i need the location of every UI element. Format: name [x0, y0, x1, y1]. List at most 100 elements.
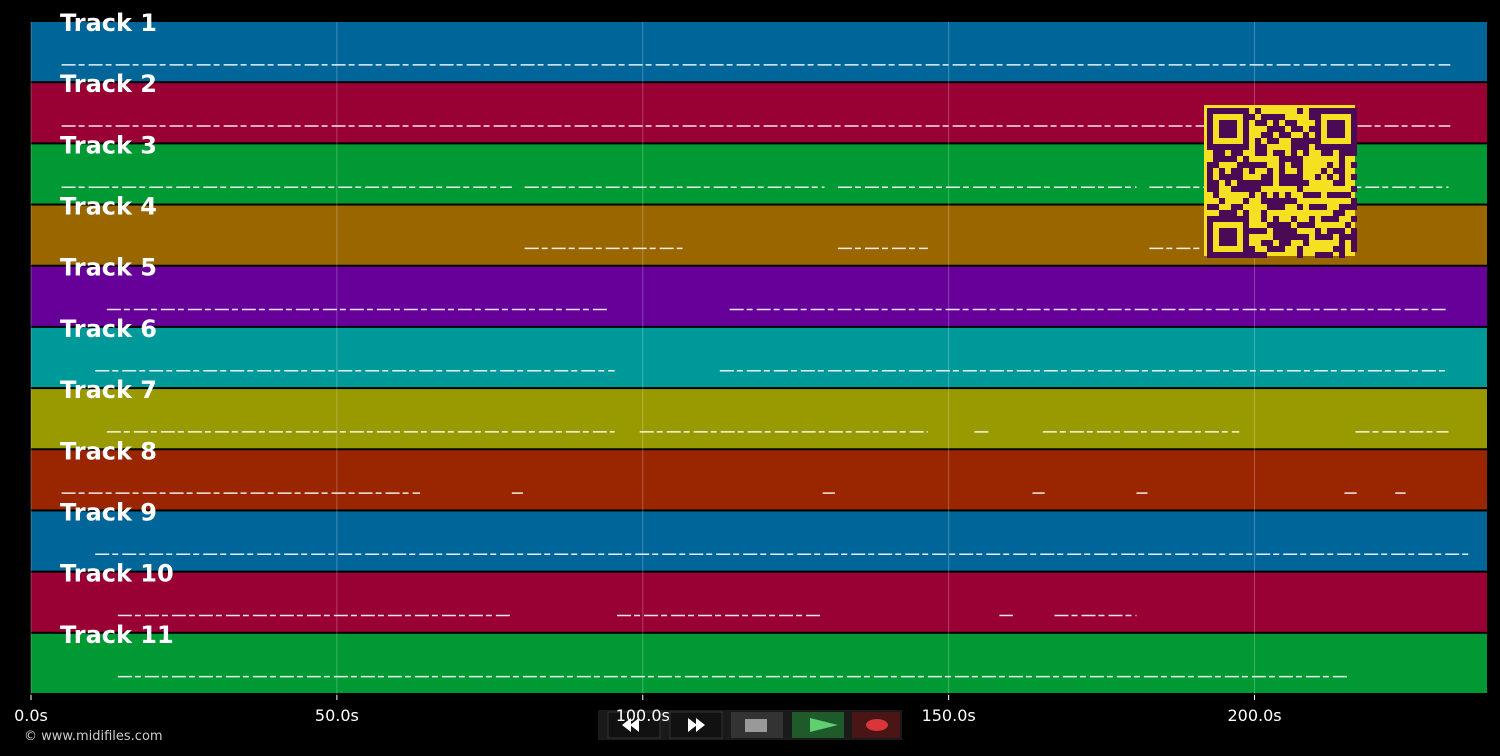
qr-cell	[1351, 162, 1357, 168]
qr-cell	[1261, 144, 1267, 150]
qr-cell	[1237, 204, 1243, 210]
qr-cell	[1345, 150, 1351, 156]
qr-cell	[1327, 150, 1333, 156]
qr-cell	[1249, 114, 1255, 120]
qr-cell	[1267, 204, 1273, 210]
qr-cell	[1297, 108, 1303, 114]
rewind-button[interactable]	[607, 711, 661, 739]
qr-cell	[1291, 198, 1297, 204]
qr-cell	[1225, 216, 1231, 222]
qr-cell	[1219, 120, 1225, 126]
qr-cell	[1207, 180, 1213, 186]
qr-cell	[1339, 252, 1345, 258]
qr-cell	[1279, 180, 1285, 186]
track-band	[31, 511, 1487, 571]
qr-cell	[1225, 132, 1231, 138]
qr-cell	[1351, 204, 1357, 210]
qr-cell	[1333, 246, 1339, 252]
qr-cell	[1225, 108, 1231, 114]
qr-cell	[1297, 144, 1303, 150]
qr-cell	[1351, 186, 1357, 192]
qr-cell	[1303, 234, 1309, 240]
qr-cell	[1225, 180, 1231, 186]
qr-cell	[1243, 156, 1249, 162]
qr-cell	[1333, 168, 1339, 174]
qr-cell	[1249, 180, 1255, 186]
qr-cell	[1231, 144, 1237, 150]
qr-cell	[1279, 246, 1285, 252]
qr-cell	[1261, 192, 1267, 198]
qr-cell	[1243, 228, 1249, 234]
qr-cell	[1345, 144, 1351, 150]
qr-cell	[1273, 234, 1279, 240]
qr-cell	[1297, 252, 1303, 258]
qr-cell	[1219, 216, 1225, 222]
qr-cell	[1291, 126, 1297, 132]
qr-cell	[1327, 192, 1333, 198]
qr-cell	[1339, 174, 1345, 180]
track-label: Track 4	[60, 193, 157, 221]
qr-cell	[1243, 210, 1249, 216]
stop-button[interactable]	[731, 712, 783, 738]
qr-cell	[1261, 162, 1267, 168]
qr-cell	[1255, 120, 1261, 126]
qr-cell	[1249, 192, 1255, 198]
forward-button[interactable]	[669, 711, 723, 739]
x-tick-label: 0.0s	[14, 706, 48, 725]
qr-cell	[1327, 162, 1333, 168]
qr-cell	[1339, 240, 1345, 246]
qr-cell	[1339, 144, 1345, 150]
qr-cell	[1279, 156, 1285, 162]
qr-cell	[1237, 252, 1243, 258]
qr-cell	[1285, 180, 1291, 186]
qr-cell	[1207, 240, 1213, 246]
qr-cell	[1243, 252, 1249, 258]
qr-cell	[1249, 246, 1255, 252]
qr-cell	[1207, 204, 1213, 210]
qr-cell	[1207, 144, 1213, 150]
track-label: Track 6	[60, 315, 157, 343]
qr-cell	[1273, 246, 1279, 252]
qr-cell	[1315, 204, 1321, 210]
qr-cell	[1315, 192, 1321, 198]
qr-cell	[1207, 168, 1213, 174]
qr-cell	[1213, 162, 1219, 168]
qr-cell	[1297, 180, 1303, 186]
record-button[interactable]	[852, 712, 900, 738]
qr-cell	[1291, 120, 1297, 126]
qr-cell	[1231, 186, 1237, 192]
qr-cell	[1321, 234, 1327, 240]
qr-cell	[1249, 252, 1255, 258]
qr-cell	[1225, 234, 1231, 240]
qr-cell	[1243, 240, 1249, 246]
qr-cell	[1267, 132, 1273, 138]
qr-cell	[1225, 144, 1231, 150]
track-band	[31, 389, 1487, 449]
qr-cell	[1261, 120, 1267, 126]
qr-cell	[1279, 168, 1285, 174]
qr-cell	[1327, 108, 1333, 114]
qr-cell	[1255, 180, 1261, 186]
qr-cell	[1261, 132, 1267, 138]
qr-cell	[1327, 234, 1333, 240]
qr-cell	[1351, 114, 1357, 120]
qr-cell	[1285, 234, 1291, 240]
qr-cell	[1219, 210, 1225, 216]
qr-cell	[1279, 162, 1285, 168]
qr-cell	[1231, 156, 1237, 162]
qr-cell	[1321, 144, 1327, 150]
qr-cell	[1327, 126, 1333, 132]
qr-cell	[1249, 162, 1255, 168]
qr-cell	[1279, 174, 1285, 180]
track-band	[31, 327, 1487, 388]
qr-cell	[1267, 138, 1273, 144]
qr-cell	[1351, 138, 1357, 144]
qr-cell	[1237, 186, 1243, 192]
qr-cell	[1213, 180, 1219, 186]
qr-cell	[1237, 174, 1243, 180]
qr-cell	[1285, 174, 1291, 180]
qr-cell	[1225, 120, 1231, 126]
track-label: Track 2	[60, 70, 157, 98]
play-button[interactable]	[792, 712, 844, 738]
